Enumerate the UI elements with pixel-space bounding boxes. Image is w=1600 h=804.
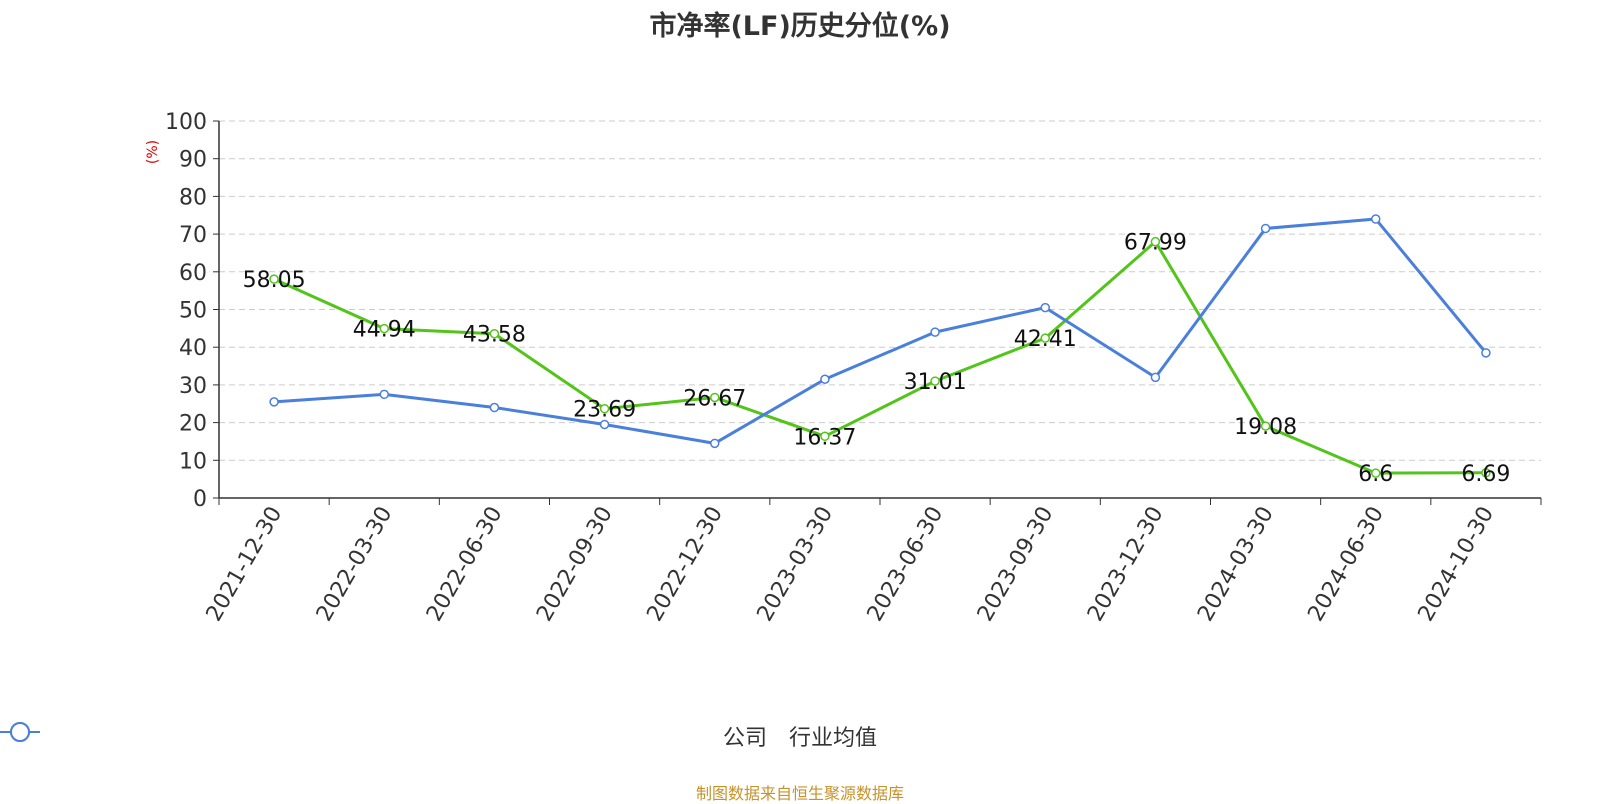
series-point-0 bbox=[379, 323, 389, 334]
x-tick-label: 2022-06-30 bbox=[422, 502, 508, 625]
data-label: 6.6 bbox=[1358, 462, 1393, 487]
series-point-0 bbox=[820, 431, 830, 442]
y-tick-label: 60 bbox=[179, 261, 207, 286]
x-tick-label: 2023-03-30 bbox=[753, 503, 839, 626]
series-point-1 bbox=[1040, 302, 1050, 313]
series-point-0 bbox=[1481, 468, 1491, 478]
series-point-1 bbox=[710, 438, 720, 449]
series-point-1 bbox=[269, 397, 279, 407]
data-label: 31.01 bbox=[904, 370, 967, 395]
series-point-0 bbox=[1150, 236, 1161, 247]
series-point-1 bbox=[1150, 372, 1161, 383]
series-point-1 bbox=[930, 327, 940, 337]
data-label: 19.08 bbox=[1234, 415, 1297, 440]
series-layer bbox=[269, 214, 1491, 478]
y-tick-label: 80 bbox=[179, 185, 207, 210]
y-tick-label: 100 bbox=[165, 110, 207, 135]
x-tick-label: 2024-10-30 bbox=[1414, 503, 1500, 626]
series-point-0 bbox=[1371, 468, 1381, 478]
legend-item-industry-average[interactable]: 行业均值 bbox=[0, 720, 878, 752]
y-tick-label: 50 bbox=[179, 299, 207, 324]
y-tick-label: 30 bbox=[179, 374, 207, 399]
x-tick-label: 2022-12-30 bbox=[642, 503, 728, 626]
y-tick-label: 10 bbox=[179, 449, 207, 474]
y-axis-label: (%) bbox=[145, 140, 161, 164]
y-tick-label: 90 bbox=[179, 148, 207, 173]
legend-label-industry: 行业均值 bbox=[789, 726, 878, 751]
legend-label-company: 公司 bbox=[722, 726, 767, 751]
data-source-note: 制图数据来自恒生聚源数据库 bbox=[695, 784, 904, 803]
grid-lines bbox=[219, 120, 1541, 461]
x-tick-label: 2024-03-30 bbox=[1193, 503, 1279, 626]
series-line-1 bbox=[273, 217, 1488, 445]
series-point-0 bbox=[1260, 421, 1271, 431]
series-point-1 bbox=[1481, 348, 1491, 358]
series-point-1 bbox=[599, 419, 610, 430]
data-label: 58.05 bbox=[243, 268, 306, 293]
chart-title: 市净率(LF)历史分位(%) bbox=[649, 11, 951, 42]
y-tick-label: 40 bbox=[179, 336, 207, 361]
legend: 公司 行业均值 bbox=[0, 720, 1600, 752]
series-point-0 bbox=[1040, 333, 1050, 343]
legend-item-company[interactable]: 公司 bbox=[0, 720, 767, 752]
series-line-0 bbox=[273, 240, 1486, 475]
series-point-1 bbox=[379, 389, 389, 400]
data-label: 16.37 bbox=[793, 425, 856, 450]
x-tick-label: 2022-03-30 bbox=[312, 503, 398, 626]
x-tick-label: 2022-09-30 bbox=[532, 503, 618, 626]
data-label: 67.99 bbox=[1124, 231, 1187, 256]
series-point-1 bbox=[489, 402, 500, 413]
series-point-0 bbox=[930, 376, 940, 386]
y-tick-label: 20 bbox=[179, 412, 207, 437]
series-point-0 bbox=[489, 328, 500, 339]
data-labels: 58.05 44.94 43.58 23.69 26.67 16.37 31.01 42.41… bbox=[243, 231, 1511, 487]
x-tick-label: 2023-09-30 bbox=[973, 503, 1059, 626]
series-point-1 bbox=[820, 374, 830, 384]
y-tick-label: 0 bbox=[193, 487, 207, 512]
data-label: 42.41 bbox=[1014, 327, 1077, 352]
data-label: 6.69 bbox=[1461, 462, 1510, 487]
data-label: 26.67 bbox=[683, 386, 746, 411]
series-point-0 bbox=[599, 403, 610, 414]
x-tick-label: 2024-06-30 bbox=[1303, 503, 1389, 626]
series-point-1 bbox=[1371, 214, 1381, 224]
y-tick-label: 70 bbox=[179, 223, 207, 248]
legend-line-marker-industry bbox=[0, 722, 40, 742]
series-point-0 bbox=[710, 392, 720, 403]
data-label: 44.94 bbox=[353, 318, 416, 343]
data-label: 23.69 bbox=[573, 398, 636, 423]
series-point-1 bbox=[1260, 223, 1271, 234]
x-tick-label: 2021-12-30 bbox=[202, 503, 288, 626]
x-tick-label: 2023-06-30 bbox=[863, 502, 949, 625]
x-tick-label: 2023-12-30 bbox=[1083, 503, 1169, 626]
data-label: 43.58 bbox=[463, 323, 526, 348]
series-point-0 bbox=[269, 274, 279, 284]
